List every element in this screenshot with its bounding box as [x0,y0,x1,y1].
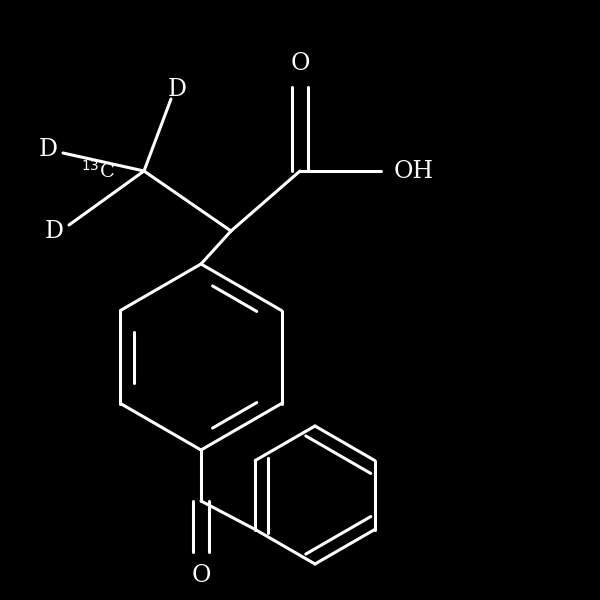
Text: D: D [167,79,187,101]
Text: D: D [38,139,58,161]
Text: D: D [44,220,64,242]
Text: O: O [290,52,310,74]
Text: $^{13}$C: $^{13}$C [81,160,115,182]
Text: O: O [191,565,211,587]
Text: OH: OH [394,160,434,182]
